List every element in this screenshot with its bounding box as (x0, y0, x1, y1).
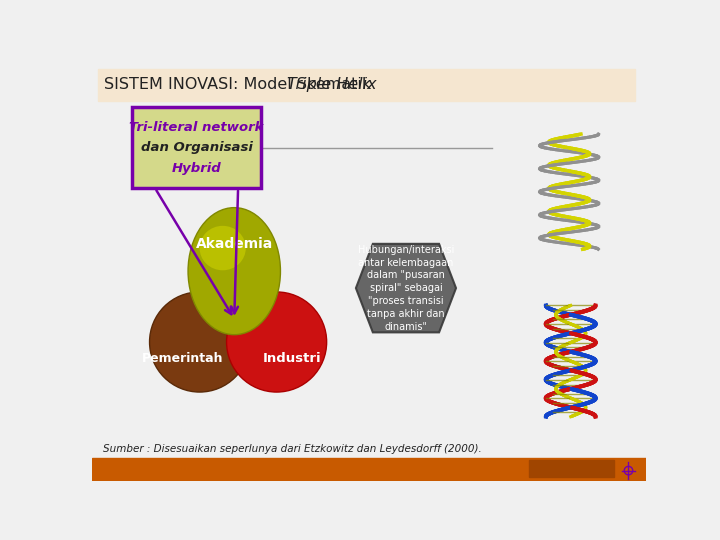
Polygon shape (356, 244, 456, 333)
Text: Industri: Industri (263, 353, 321, 366)
Bar (92, 457, 647, 481)
FancyBboxPatch shape (132, 107, 261, 188)
Ellipse shape (199, 226, 246, 271)
Text: Pemerintah: Pemerintah (142, 353, 223, 366)
Ellipse shape (150, 292, 250, 392)
Ellipse shape (227, 292, 327, 392)
Text: Hubungan/interaksi
antar kelembagaan
dalam "pusaran
spiral" sebagai
"proses tran: Hubungan/interaksi antar kelembagaan dal… (358, 245, 454, 332)
Text: Akademia: Akademia (196, 237, 273, 251)
Bar (98, 69, 636, 101)
Text: Triple Helix: Triple Helix (287, 77, 377, 92)
Bar (529, 460, 614, 477)
Text: dan Organisasi: dan Organisasi (140, 141, 253, 154)
Text: Tri-literal network: Tri-literal network (130, 120, 264, 134)
Text: Sumber : Disesuaikan seperlunya dari Etzkowitz dan Leydesdorff (2000).: Sumber : Disesuaikan seperlunya dari Etz… (102, 444, 482, 454)
Text: Hybrid: Hybrid (171, 162, 221, 176)
Text: SISTEM INOVASI: Model Skematik: SISTEM INOVASI: Model Skematik (104, 77, 377, 92)
Ellipse shape (188, 208, 281, 335)
